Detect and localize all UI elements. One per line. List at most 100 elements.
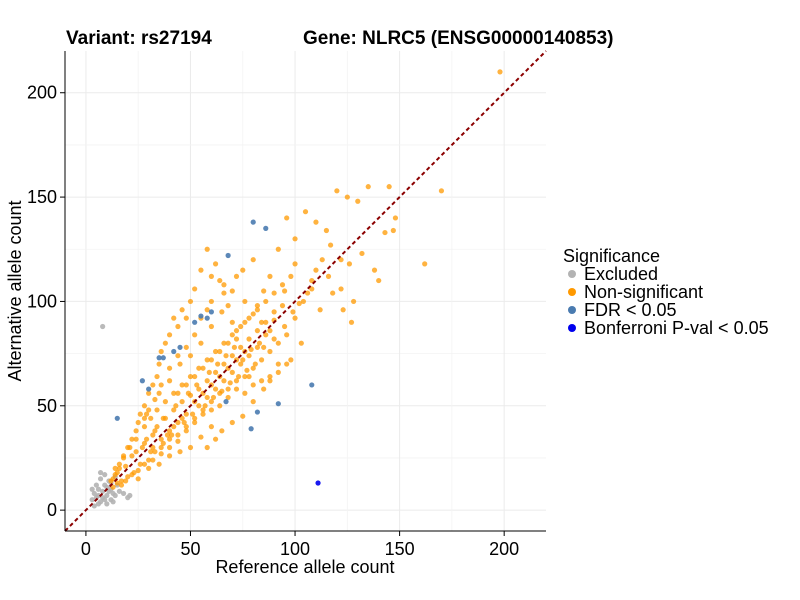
point-excluded (106, 488, 112, 494)
point-fdr-0-05 (309, 382, 315, 388)
point-non-significant (246, 336, 252, 342)
y-tick-label: 200 (27, 83, 57, 103)
point-excluded (95, 486, 102, 492)
point-excluded (93, 482, 99, 488)
point-non-significant (158, 382, 164, 388)
point-non-significant (152, 449, 158, 455)
point-non-significant (146, 390, 152, 396)
point-non-significant (261, 344, 267, 350)
point-excluded (89, 497, 95, 503)
point-non-significant (212, 261, 219, 267)
point-non-significant (208, 399, 214, 405)
point-non-significant (208, 357, 214, 363)
point-non-significant (438, 188, 445, 194)
point-non-significant (348, 319, 355, 325)
point-non-significant (183, 424, 189, 430)
point-non-significant (242, 390, 248, 396)
point-non-significant (225, 303, 231, 309)
point-non-significant (204, 246, 210, 252)
legend-label: FDR < 0.05 (584, 300, 677, 320)
point-non-significant (244, 367, 250, 373)
point-non-significant (422, 261, 428, 267)
point-non-significant (219, 309, 225, 315)
point-non-significant (177, 449, 183, 455)
point-non-significant (346, 261, 353, 267)
point-non-significant (177, 361, 183, 367)
point-non-significant (246, 353, 252, 359)
point-non-significant (223, 353, 229, 359)
y-axis-ticks: 0 50 100 150 200 (27, 83, 65, 520)
point-non-significant (263, 332, 269, 338)
legend-label: Non-significant (584, 282, 703, 302)
point-non-significant (258, 357, 265, 363)
point-non-significant (187, 298, 194, 305)
point-non-significant (208, 424, 214, 430)
point-non-significant (162, 340, 168, 346)
point-fdr-0-05 (275, 401, 281, 407)
point-non-significant (146, 465, 152, 471)
point-non-significant (292, 261, 298, 267)
point-non-significant (281, 288, 288, 294)
point-excluded (102, 472, 108, 478)
point-non-significant (114, 480, 120, 486)
y-tick-label: 100 (27, 291, 57, 311)
point-non-significant (171, 390, 177, 396)
point-non-significant (154, 407, 160, 413)
y-axis-title: Alternative allele count (5, 200, 25, 381)
point-non-significant (254, 303, 260, 309)
point-non-significant (338, 286, 344, 292)
point-non-significant (169, 432, 175, 438)
point-non-significant (302, 209, 309, 215)
point-fdr-0-05 (198, 313, 204, 319)
point-non-significant (240, 413, 246, 419)
point-fdr-0-05 (254, 409, 260, 415)
point-non-significant (242, 319, 248, 325)
point-non-significant (225, 340, 231, 346)
point-non-significant (196, 403, 202, 409)
point-non-significant (175, 390, 181, 396)
point-non-significant (267, 328, 273, 334)
point-non-significant (319, 257, 325, 263)
point-non-significant (225, 394, 231, 401)
point-non-significant (210, 394, 217, 401)
point-fdr-0-05 (225, 252, 231, 259)
point-bonferroni-p-val-0-05 (315, 480, 321, 486)
point-non-significant (338, 257, 344, 263)
point-non-significant (183, 344, 189, 350)
point-non-significant (187, 353, 194, 359)
point-fdr-0-05 (263, 225, 269, 231)
point-non-significant (150, 432, 156, 438)
point-non-significant (148, 415, 154, 421)
point-non-significant (183, 428, 189, 434)
point-non-significant (281, 323, 288, 330)
point-non-significant (229, 353, 235, 359)
point-non-significant (371, 267, 378, 273)
point-non-significant (166, 378, 173, 384)
legend-key (568, 270, 576, 278)
point-non-significant (258, 378, 265, 384)
point-non-significant (133, 428, 139, 434)
point-non-significant (250, 399, 256, 405)
point-non-significant (271, 309, 277, 315)
point-non-significant (171, 407, 177, 413)
x-tick-label: 150 (385, 539, 415, 559)
point-non-significant (263, 319, 269, 325)
point-non-significant (325, 273, 332, 279)
point-fdr-0-05 (177, 344, 183, 350)
point-non-significant (141, 424, 148, 430)
legend-key (568, 324, 576, 332)
point-non-significant (137, 461, 143, 467)
point-fdr-0-05 (192, 319, 198, 325)
point-excluded (104, 501, 110, 507)
point-non-significant (116, 461, 122, 467)
point-fdr-0-05 (248, 426, 254, 432)
point-non-significant (304, 290, 311, 296)
point-non-significant (194, 382, 200, 388)
point-non-significant (250, 382, 256, 388)
point-non-significant (202, 403, 208, 409)
point-non-significant (152, 428, 158, 434)
point-non-significant (229, 419, 235, 426)
point-non-significant (284, 215, 290, 221)
point-non-significant (261, 288, 267, 294)
point-non-significant (365, 184, 371, 190)
